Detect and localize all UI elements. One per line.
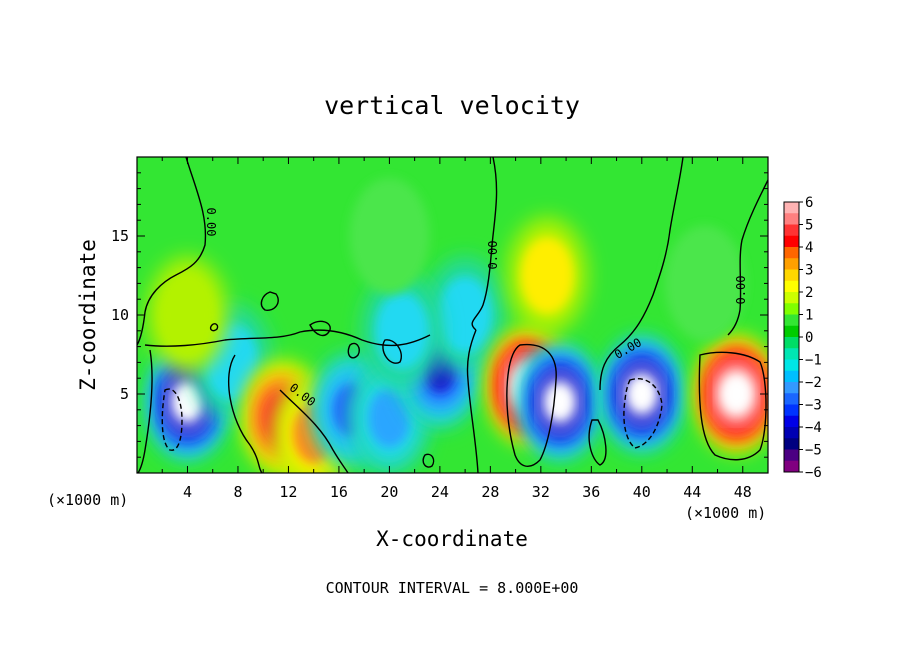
colorbar-band [784, 325, 799, 338]
zero-contour [309, 320, 331, 337]
colorbar-tick-label: −1 [805, 353, 822, 369]
y-units-label: (×1000 m) [685, 504, 766, 522]
zero-contour [137, 349, 153, 473]
velocity-cell [664, 225, 745, 342]
zero-contour [260, 291, 279, 311]
x-tick-label: 16 [330, 483, 348, 501]
x-tick-label: 24 [431, 483, 449, 501]
y-tick-label: 15 [111, 227, 129, 245]
zero-contour [599, 157, 684, 391]
colorbar-band [784, 224, 799, 237]
colorbar-tick-label: 4 [805, 240, 813, 256]
y-tick-label: 5 [120, 385, 129, 403]
colorbar-band [784, 427, 799, 439]
contour-label: 0.00 [486, 241, 500, 270]
velocity-cell [368, 388, 410, 448]
colorbar-tick-label: −2 [805, 375, 822, 391]
velocity-cell [547, 385, 572, 419]
x-tick-label: 12 [279, 483, 297, 501]
colorbar-tick-label: 3 [805, 263, 813, 279]
velocity-cell [175, 385, 200, 419]
colorbar-band [784, 314, 799, 327]
colorbar-tick-label: 6 [805, 195, 813, 211]
zero-contours [137, 157, 768, 473]
x-tick-label: 36 [582, 483, 600, 501]
colorbar-band [784, 404, 799, 417]
colorbar-band [784, 337, 799, 349]
colorbar-band [784, 213, 799, 225]
colorbar-tick-label: 5 [805, 218, 813, 234]
velocity-cell [520, 237, 574, 314]
x-tick-label: 44 [683, 483, 701, 501]
colorbar-band [784, 280, 799, 293]
colorbar-band [784, 382, 799, 394]
colorbar-band [784, 269, 799, 282]
x-units-label: (×1000 m) [47, 491, 128, 509]
colorbar-band [784, 393, 799, 405]
colorbar-band [784, 292, 799, 304]
zero-contour [588, 419, 607, 466]
velocity-cell [629, 377, 654, 411]
colorbar-band [784, 415, 799, 428]
colorbar-band [784, 359, 799, 372]
colorbar-tick-label: −4 [805, 420, 822, 436]
zero-contour [228, 354, 263, 473]
zero-contour [347, 342, 360, 359]
velocity-cell [438, 277, 492, 353]
colorbar-tick-label: 1 [805, 308, 813, 324]
colorbar-band [784, 303, 799, 315]
zero-contour [382, 339, 402, 364]
plot-area: 0.000.000.000.000.00 4 8 12 16 20 24 28 32 36 40 4… [111, 156, 769, 501]
x-tick-label: 28 [481, 483, 499, 501]
y-tick-label: 10 [111, 306, 129, 324]
colorbar-band [784, 258, 799, 270]
x-tick-label: 20 [380, 483, 398, 501]
velocity-cell [375, 292, 429, 369]
colorbar-tick-label: −6 [805, 465, 822, 481]
colorbar-band [784, 370, 799, 383]
x-tick-label: 4 [183, 483, 192, 501]
x-tick-label: 8 [233, 483, 242, 501]
zero-contour [422, 453, 435, 468]
negative-contour [161, 388, 183, 451]
colorbar-tick-label: −3 [805, 398, 822, 414]
velocity-cell [161, 277, 214, 353]
y-axis-label: Z-coordinate [76, 239, 100, 391]
colorbar-band [784, 348, 799, 360]
zero-contour [466, 329, 479, 473]
colorbar-band [784, 460, 799, 473]
colorbar-band [784, 235, 799, 248]
chart-title: vertical velocity [324, 91, 580, 120]
colorbar-band [784, 202, 799, 214]
zero-contour [506, 343, 557, 467]
colorbar-tick-label: 0 [805, 330, 813, 346]
contour-interval-note: CONTOUR INTERVAL = 8.000E+00 [326, 579, 579, 597]
zero-contour [209, 323, 219, 332]
velocity-cell [725, 378, 748, 410]
colorbar: 6 5 4 3 2 1 0 −1 −2 −3 −4 −5 −6 [783, 195, 822, 481]
zero-contour [144, 329, 431, 347]
colorbar-band [784, 449, 799, 462]
velocity-cell [349, 178, 430, 294]
zero-contour [698, 351, 767, 461]
contour-label: 0.00 [734, 276, 748, 305]
zero-contour [471, 157, 498, 331]
x-tick-label: 40 [633, 483, 651, 501]
zero-contour [279, 389, 349, 473]
x-tick-label: 48 [734, 483, 752, 501]
negative-contour [623, 378, 663, 449]
colorbar-band [784, 247, 799, 259]
contour-label: 0.00 [204, 208, 218, 237]
zero-contour [727, 179, 768, 336]
colorbar-tick-label: −5 [805, 443, 822, 459]
colorbar-tick-label: 2 [805, 285, 813, 301]
zero-contour [137, 157, 207, 346]
x-axis-label: X-coordinate [376, 527, 528, 551]
velocity-field [147, 178, 768, 473]
x-tick-label: 32 [532, 483, 550, 501]
colorbar-band [784, 438, 799, 450]
